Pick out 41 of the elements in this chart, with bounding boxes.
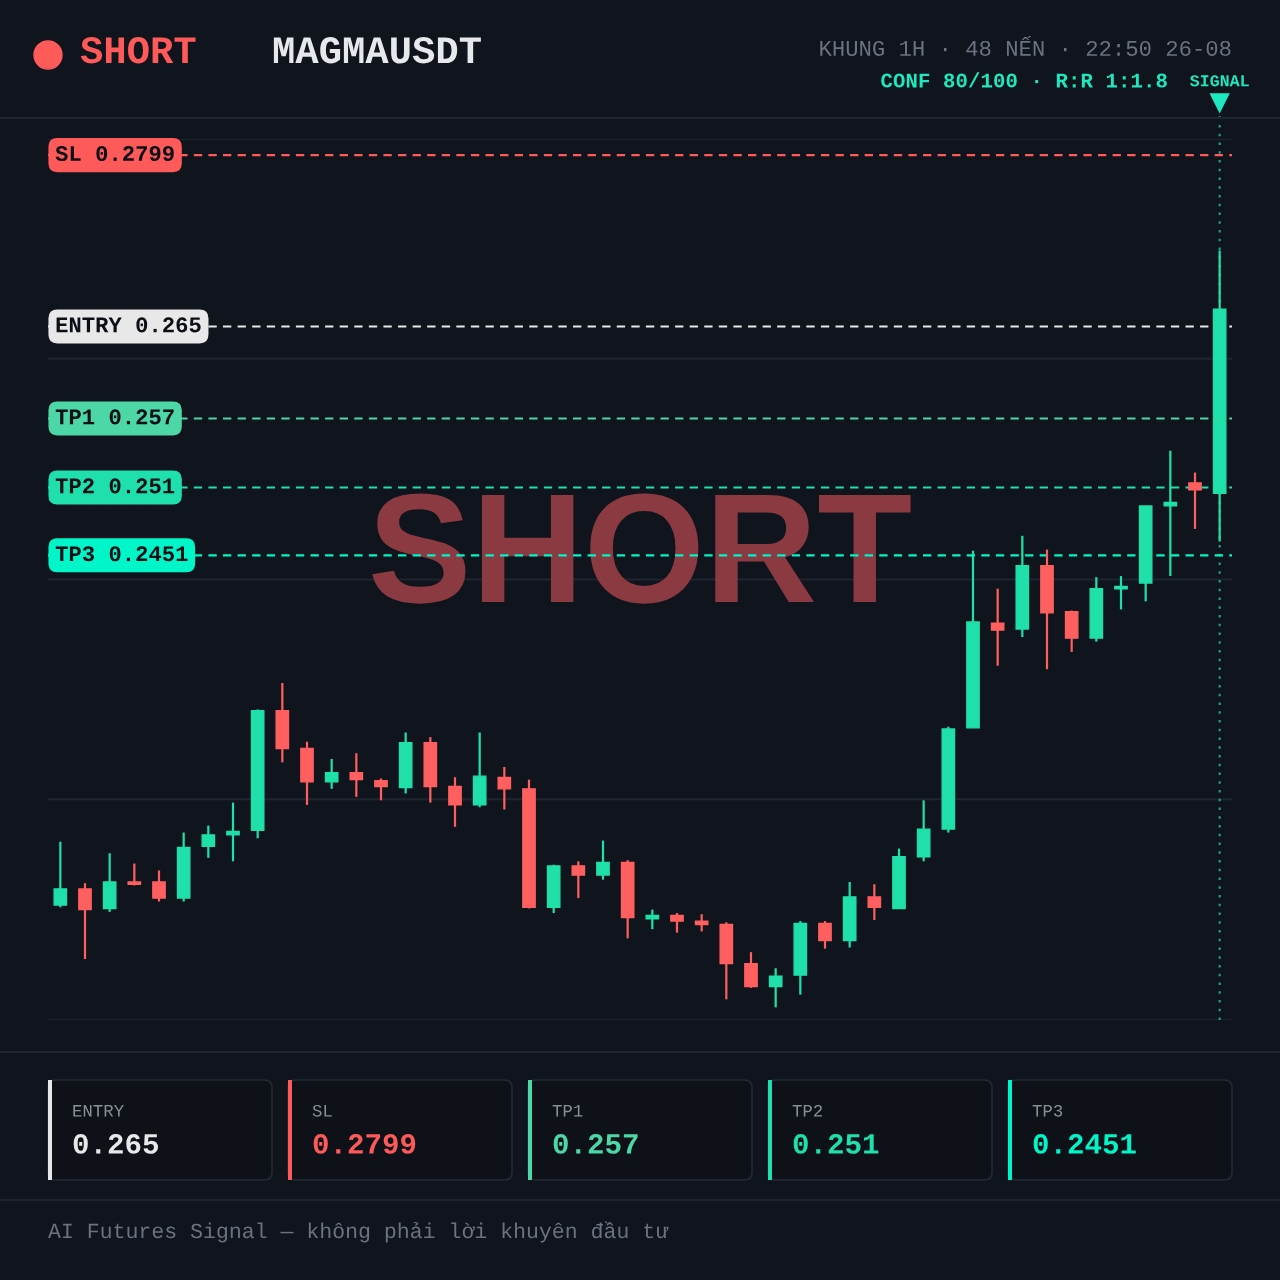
candlestick [53,840,68,909]
ref-line-label: ENTRY 0.265 [56,317,201,333]
ref-line-label: TP2 0.251 [55,478,175,494]
candlestick [497,765,512,811]
candlestick [867,883,882,922]
text: CONF 80/100 · R:R 1:1.8 [881,72,1167,88]
annotation: SHORT [372,493,911,604]
candlestick [324,757,339,790]
chart-subtitle: MAGMAUSDT [273,37,481,64]
candlestick [818,919,832,950]
text: TP2 [792,1104,823,1117]
candlestick [78,882,92,961]
candlestick [670,911,684,934]
candlestick [226,801,240,863]
candlestick [448,776,462,828]
candlestick [374,777,388,802]
text: KHUNG 1H · 48 NẾN · 22:50 26-08 [820,36,1231,56]
text: ENTRY [73,1105,124,1117]
ref-line-label: TP1 0.257 [55,409,174,425]
candlestick [1188,471,1202,530]
candlestick [596,839,610,881]
ref-line-label: SL 0.2799 [55,145,174,162]
text: SL [312,1104,332,1117]
text: SIGNAL [1189,75,1249,87]
candlestick [990,587,1005,667]
candlestick [768,967,783,1009]
ref-line-label: TP3 0.2451 [55,546,188,562]
candlestick [571,860,586,900]
text: 0.251 [793,1134,879,1154]
candlestick [744,951,758,989]
text: 0.2799 [313,1134,416,1154]
candlestick [201,824,216,859]
chart-title: SHORT [80,37,196,64]
text: 0.265 [73,1134,158,1154]
text: 0.2451 [1033,1134,1136,1154]
text: TP3 [1032,1104,1063,1117]
candlestick [152,869,166,903]
candlestick [349,752,364,798]
text: AI Futures Signal — không phải lời khuyên đầu tư [48,1221,669,1243]
text: 0.257 [553,1134,638,1154]
text: TP1 [552,1105,583,1117]
